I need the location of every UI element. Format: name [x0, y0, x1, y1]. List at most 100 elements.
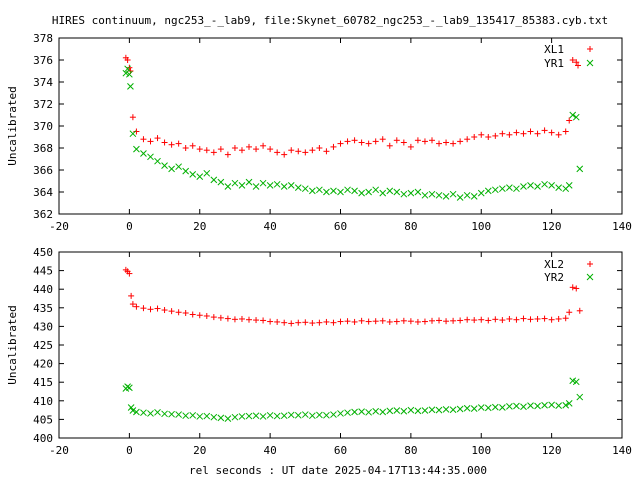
data-point-xl2 [168, 308, 175, 315]
data-point-xl2 [281, 319, 288, 326]
data-point-xl1 [421, 138, 428, 145]
data-point-xl2 [203, 312, 210, 319]
data-point-xl2 [267, 318, 274, 325]
y-tick-label: 410 [33, 395, 53, 408]
data-point-xl1 [210, 149, 217, 156]
data-point-xl2 [414, 318, 421, 325]
data-point-yr1 [273, 180, 281, 188]
data-point-yr1 [421, 191, 429, 199]
data-point-yr2 [421, 407, 429, 414]
y-tick-label: 364 [33, 186, 53, 199]
x-tick-label: 140 [612, 444, 632, 457]
data-point-xl2 [499, 317, 506, 324]
data-point-yr2 [534, 402, 541, 410]
data-point-xl2 [534, 315, 541, 322]
figure-title: HIRES continuum, ngc253_-_lab9, file:Sky… [52, 14, 608, 27]
data-point-xl1 [133, 128, 140, 135]
data-point-xl1 [182, 145, 189, 151]
y-tick-label: 368 [33, 142, 53, 155]
data-point-yr1 [259, 179, 267, 187]
data-point-yr1 [196, 173, 204, 180]
data-point-xl2 [555, 315, 562, 322]
data-point-yr2 [133, 408, 140, 416]
data-point-xl1 [203, 147, 210, 154]
data-point-yr2 [273, 412, 281, 420]
data-point-xl2 [379, 317, 386, 324]
data-point-xl2 [365, 318, 372, 325]
data-point-xl1 [513, 129, 520, 136]
data-point-xl2 [154, 305, 161, 312]
data-point-xl1 [541, 127, 548, 134]
data-point-yr1 [491, 186, 499, 194]
data-point-yr1 [126, 70, 133, 78]
y-tick-label: 376 [33, 54, 53, 67]
data-point-xl1 [168, 141, 175, 148]
data-point-yr2 [126, 384, 133, 392]
data-point-xl1 [569, 57, 576, 63]
data-point-yr1 [140, 150, 147, 157]
data-point-yr1 [372, 186, 380, 194]
top-plot-frame [58, 37, 623, 215]
data-point-xl1 [288, 147, 295, 154]
data-point-xl2 [569, 284, 576, 291]
data-point-xl1 [485, 134, 492, 140]
y-tick-label: 415 [33, 376, 53, 389]
top-legend: XL1 YR1 [544, 43, 594, 70]
data-point-xl1 [471, 134, 478, 140]
y-tick-label: 405 [33, 413, 53, 426]
data-point-yr2 [491, 403, 499, 411]
data-point-xl2 [260, 317, 267, 324]
data-point-xl2 [548, 316, 555, 323]
data-point-yr1 [442, 193, 450, 200]
data-point-xl1 [478, 131, 485, 138]
data-point-xl1 [337, 140, 344, 147]
data-point-yr2 [393, 407, 401, 414]
data-point-xl2 [562, 315, 569, 322]
data-point-yr2 [442, 406, 450, 413]
data-point-xl1 [231, 145, 238, 151]
data-point-yr1 [238, 182, 246, 189]
data-point-xl2 [421, 318, 428, 325]
data-point-yr2 [372, 407, 380, 415]
data-point-xl1 [224, 151, 231, 158]
data-point-xl2 [196, 312, 203, 319]
data-point-xl2 [485, 317, 492, 324]
data-point-yr2 [527, 402, 534, 409]
data-point-yr2 [520, 403, 527, 411]
data-point-yr2 [572, 378, 580, 386]
data-point-xl2 [471, 317, 478, 324]
x-tick-label: 100 [471, 220, 491, 233]
data-point-xl1 [566, 117, 573, 124]
data-point-yr1 [337, 188, 344, 196]
data-point-yr1 [565, 182, 573, 189]
data-point-yr2 [513, 402, 520, 410]
data-point-yr1 [576, 165, 584, 173]
data-point-yr1 [287, 182, 295, 189]
data-point-xl1 [246, 143, 253, 150]
data-point-yr2 [323, 411, 330, 419]
y-tick-label: 450 [33, 246, 53, 259]
bottom-panel: Uncalibrated -20 0 20 40 60 80 100 120 140 400 405… [6, 246, 632, 457]
data-point-xl1 [506, 131, 513, 138]
data-point-xl2 [400, 317, 407, 324]
data-point-xl1 [428, 137, 435, 144]
data-point-xl2 [316, 319, 323, 326]
data-point-yr1 [245, 178, 253, 186]
data-point-xl1 [316, 145, 323, 151]
data-point-yr2 [252, 412, 260, 420]
data-point-xl1 [344, 138, 351, 145]
top-legend-entry-xl1: XL1 [544, 43, 564, 56]
data-point-yr1 [182, 167, 190, 175]
bottom-points [122, 266, 584, 423]
data-point-yr2 [140, 409, 147, 417]
data-point-yr2 [344, 409, 351, 417]
data-point-xl1 [267, 146, 274, 153]
data-point-xl2 [210, 314, 217, 321]
data-point-xl1 [393, 137, 400, 144]
data-point-xl1 [499, 130, 506, 137]
data-point-xl1 [443, 139, 450, 146]
data-point-yr2 [231, 413, 239, 421]
x-tick-label: -20 [49, 220, 69, 233]
data-point-yr1 [414, 188, 422, 196]
y-tick-label: 420 [33, 358, 53, 371]
